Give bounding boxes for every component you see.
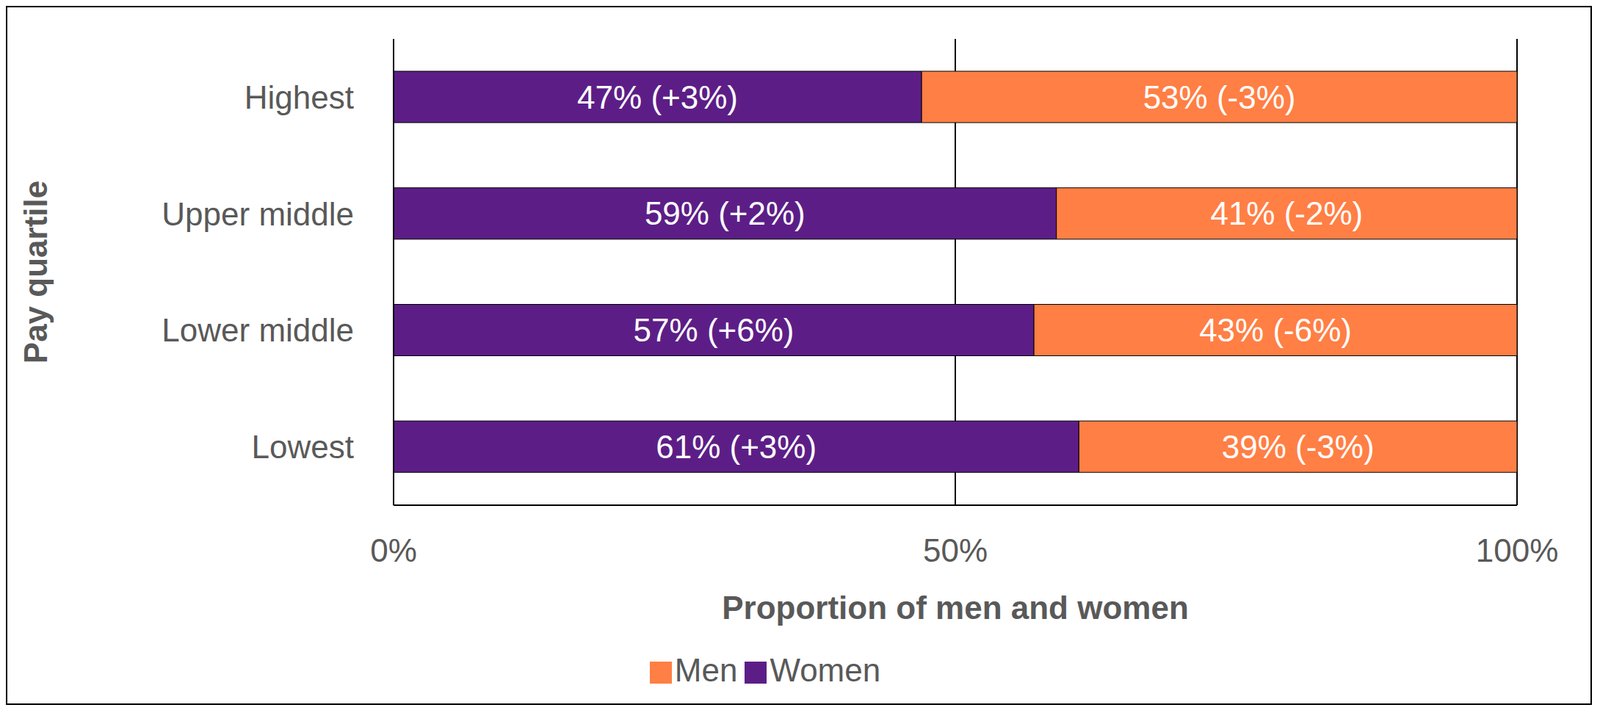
svg-text:Pay quartile: Pay quartile [17, 180, 54, 364]
svg-text:Lowest: Lowest [251, 428, 354, 465]
svg-text:41% (-2%): 41% (-2%) [1210, 195, 1363, 232]
svg-text:Upper middle: Upper middle [161, 196, 354, 233]
svg-text:43% (-6%): 43% (-6%) [1199, 312, 1352, 349]
svg-text:57% (+6%): 57% (+6%) [633, 312, 795, 349]
html-text:Women: Women [769, 652, 881, 689]
svg-text:61% (+3%): 61% (+3%) [655, 428, 817, 465]
html-text:Men: Men [674, 652, 738, 689]
svg-text:47% (+3%): 47% (+3%) [577, 79, 738, 116]
svg-text:59% (+2%): 59% (+2%) [644, 195, 806, 232]
svg-text:53% (-3%): 53% (-3%) [1143, 79, 1297, 116]
svg-text:0%: 0% [370, 532, 418, 569]
svg-text:39% (-3%): 39% (-3%) [1221, 428, 1375, 465]
svg-text:50%: 50% [922, 532, 988, 569]
svg-text:Proportion of men and women: Proportion of men and women [721, 589, 1189, 626]
svg-text:Highest: Highest [244, 79, 354, 116]
svg-text:Lower middle: Lower middle [161, 312, 354, 349]
svg-text:100%: 100% [1475, 532, 1559, 569]
